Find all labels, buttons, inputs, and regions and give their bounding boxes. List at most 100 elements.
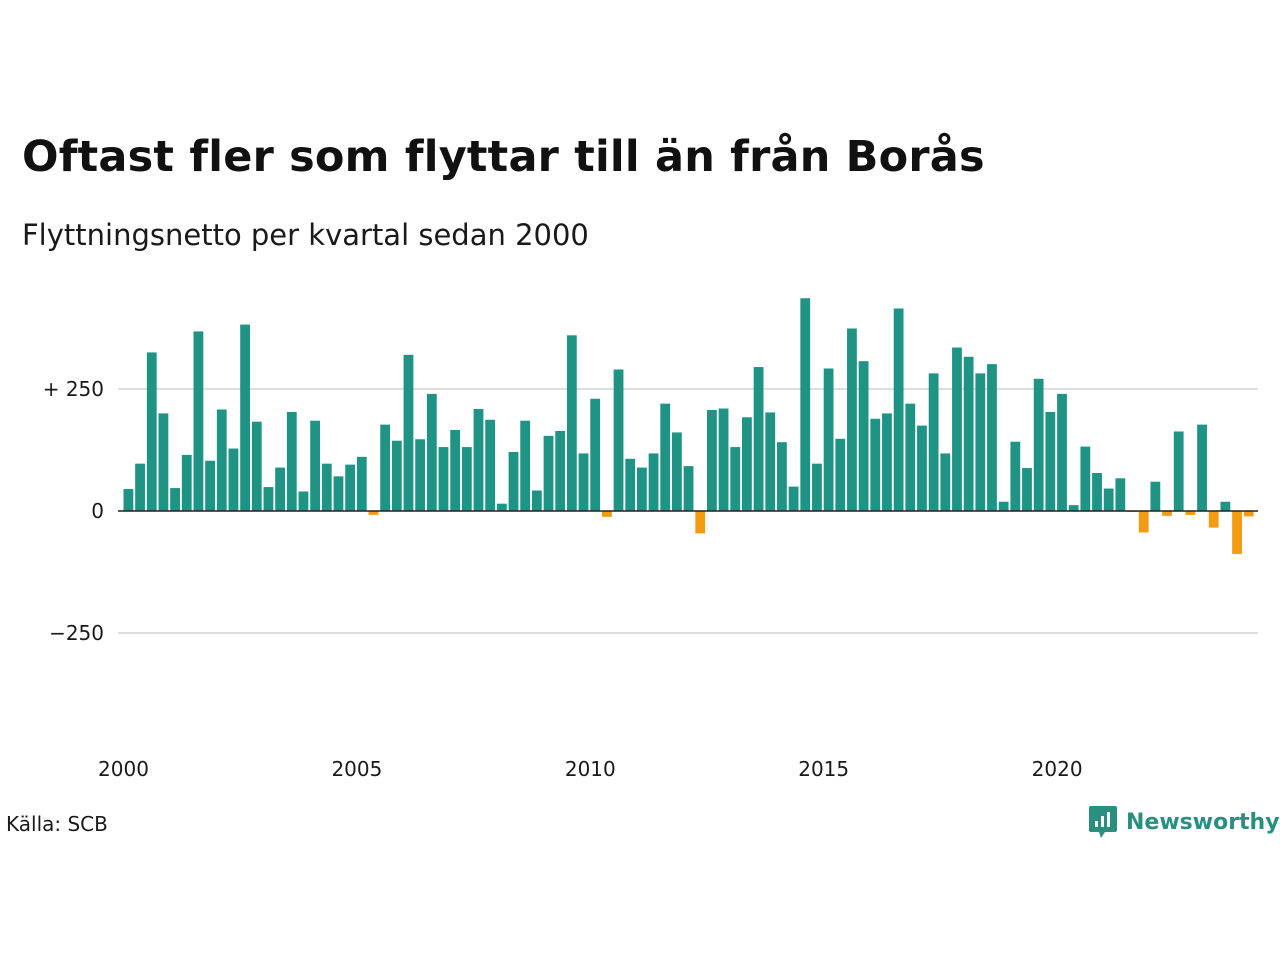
- bar: [310, 420, 321, 511]
- bar: [566, 335, 577, 511]
- bar: [426, 393, 437, 511]
- bar: [917, 425, 927, 511]
- bar: [345, 464, 356, 511]
- x-tick-label: 2020: [1032, 757, 1083, 781]
- bar: [286, 411, 297, 511]
- bar: [193, 331, 204, 511]
- bar: [321, 463, 332, 511]
- bar: [905, 403, 916, 511]
- bar: [135, 463, 145, 511]
- bar: [753, 367, 764, 511]
- bar: [718, 408, 729, 511]
- bar: [298, 491, 309, 511]
- newsworthy-logo-text: Newsworthy: [1126, 809, 1280, 835]
- bar: [216, 409, 227, 511]
- bar: [847, 328, 857, 511]
- y-tick-label: 0: [91, 499, 104, 523]
- bar: [1103, 488, 1114, 511]
- bar: [823, 368, 834, 511]
- bar: [683, 466, 694, 511]
- bar: [835, 438, 846, 511]
- bar: [1162, 511, 1172, 516]
- bar: [625, 458, 636, 511]
- bar: [275, 467, 286, 511]
- bar: [251, 421, 262, 511]
- bar: [333, 476, 344, 511]
- bar: [777, 442, 787, 511]
- bar: [461, 447, 472, 511]
- y-tick-label: −250: [49, 621, 104, 645]
- bar: [391, 440, 402, 511]
- bar: [1045, 411, 1056, 511]
- bar: [1208, 511, 1219, 528]
- bar: [788, 486, 799, 511]
- bar: [1010, 441, 1021, 511]
- bar: [1185, 511, 1196, 515]
- bar: [380, 424, 391, 511]
- bar: [893, 308, 904, 511]
- bar: [742, 417, 752, 511]
- bar: [648, 453, 659, 511]
- bar: [578, 453, 589, 511]
- bar: [205, 460, 215, 511]
- bar: [1022, 468, 1032, 511]
- y-tick-label: + 250: [43, 377, 104, 401]
- bar: [146, 352, 157, 511]
- bar: [800, 298, 811, 511]
- source-label: Källa: SCB: [6, 812, 108, 836]
- bar: [123, 489, 134, 511]
- x-tick-label: 2010: [565, 757, 616, 781]
- bar: [952, 347, 962, 511]
- bar: [613, 369, 624, 511]
- bar: [1092, 472, 1102, 511]
- bar: [1232, 511, 1242, 554]
- bar: [368, 511, 379, 515]
- bar: [1080, 446, 1091, 511]
- bar: [403, 354, 414, 511]
- bar: [438, 447, 449, 511]
- bar: [858, 361, 869, 511]
- bar: [998, 501, 1009, 511]
- bar: [170, 488, 180, 511]
- bar: [695, 511, 706, 534]
- bar: [1243, 511, 1254, 517]
- bar: [181, 454, 192, 511]
- bar: [450, 429, 461, 511]
- bar: [1220, 501, 1231, 511]
- bar: [730, 447, 741, 511]
- bar: [601, 511, 612, 517]
- x-tick-label: 2005: [331, 757, 382, 781]
- bar: [1150, 481, 1161, 511]
- bar: [1173, 431, 1184, 511]
- bar: [940, 453, 951, 511]
- bar: [356, 456, 367, 511]
- bar: [590, 398, 601, 511]
- bar: [707, 409, 717, 511]
- bar: [812, 463, 822, 511]
- bar: [240, 324, 250, 511]
- bar: [485, 419, 496, 511]
- bar: [765, 412, 776, 511]
- bar: [543, 435, 554, 511]
- bar: [987, 364, 997, 511]
- bar: [1138, 511, 1149, 533]
- bar: [496, 503, 507, 511]
- bar: [531, 490, 542, 511]
- newsworthy-logo: Newsworthy: [1088, 804, 1280, 840]
- bar: [963, 356, 974, 511]
- bar: [415, 439, 426, 511]
- bar: [1068, 505, 1079, 511]
- bar: [508, 451, 519, 511]
- bar: [660, 403, 671, 511]
- bar: [263, 487, 274, 511]
- bar: [520, 420, 531, 511]
- bar: [555, 430, 566, 511]
- bar: [636, 467, 647, 511]
- bar: [1115, 478, 1126, 511]
- bar: [870, 418, 881, 511]
- bar: [1033, 378, 1044, 511]
- bar: [882, 413, 892, 511]
- bar: [158, 413, 169, 511]
- chart-subtitle: Flyttningsnetto per kvartal sedan 2000: [22, 218, 589, 252]
- bar: [1197, 424, 1207, 511]
